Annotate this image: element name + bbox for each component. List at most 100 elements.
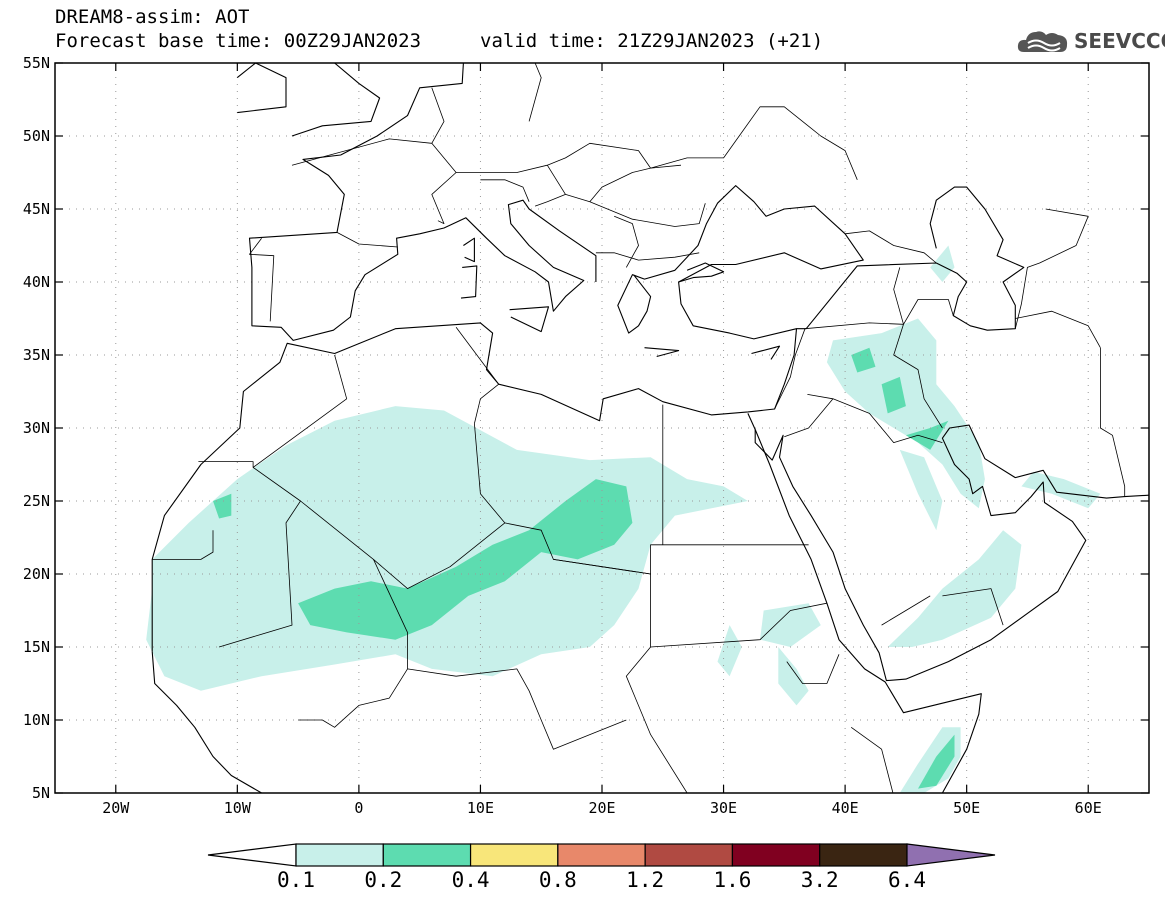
country-border	[152, 530, 214, 560]
country-border	[528, 63, 542, 122]
colorbar-segment	[295, 843, 384, 867]
country-border	[903, 299, 954, 325]
coastlines	[151, 63, 1149, 793]
aot-region-0-1	[717, 625, 742, 677]
coastline	[460, 265, 478, 299]
country-border	[845, 230, 937, 264]
aot-region-0-1	[826, 318, 985, 509]
aot-region-0-2	[298, 479, 633, 640]
grid-lines	[55, 63, 1149, 793]
aot-region-0-1	[930, 245, 955, 282]
lon-tick-label: 50E	[953, 799, 980, 817]
country-border	[1015, 310, 1101, 348]
lon-tick-label: 40E	[832, 799, 859, 817]
aot-region-0-1	[778, 647, 809, 706]
lon-tick-label: 60E	[1075, 799, 1102, 817]
aot-region-0-2	[213, 493, 232, 519]
lat-tick-label: 50N	[23, 127, 50, 145]
country-border	[456, 106, 858, 180]
lat-tick-label: 10N	[23, 711, 50, 729]
country-border	[774, 322, 943, 429]
aot-region-0-1	[887, 530, 1022, 647]
colorbar-label: 0.8	[539, 868, 577, 892]
country-border	[832, 398, 943, 444]
country-border	[786, 654, 840, 684]
coastline	[236, 63, 287, 114]
country-border	[784, 394, 834, 438]
logo-text: SEEVCCC	[1074, 29, 1165, 53]
coastline	[751, 345, 781, 360]
colorbar: 0.1 0.2 0.4 0.8 1.2 1.6 3.2 6.4	[207, 843, 996, 892]
country-border	[249, 237, 275, 322]
map-title: DREAM8-assim: AOT	[55, 6, 250, 28]
country-border	[474, 423, 506, 524]
country-borders	[152, 63, 1126, 793]
valid-time: valid time: 21Z29JAN2023 (+21)	[480, 30, 824, 52]
colorbar-low-tip	[207, 843, 297, 867]
lon-tick-label: 10E	[467, 799, 494, 817]
aot-region-0-1	[146, 406, 748, 691]
country-border	[850, 726, 894, 793]
colorbar-segment	[731, 843, 821, 867]
aot-region-0-2	[881, 376, 906, 414]
seevccc-logo: SEEVCCC	[1016, 24, 1165, 58]
country-border	[881, 595, 931, 626]
lon-tick-label: 20E	[588, 799, 615, 817]
colorbar-segment	[469, 843, 559, 867]
lon-tick-label: 0	[354, 799, 363, 817]
country-border	[589, 164, 682, 202]
cloud-icon	[1017, 31, 1068, 52]
country-border	[650, 602, 827, 648]
colorbar-label: 0.2	[364, 868, 402, 892]
coastline	[796, 186, 1025, 331]
aot-region-0-1	[899, 727, 961, 793]
aot-region-0-1	[760, 603, 821, 647]
country-border	[455, 327, 500, 424]
country-border	[407, 668, 627, 750]
lat-tick-label: 5N	[32, 784, 50, 802]
lon-tick-label: 20W	[102, 799, 130, 817]
coastline	[747, 413, 982, 793]
colorbar-label: 0.1	[277, 868, 315, 892]
country-border	[614, 215, 639, 268]
lat-tick-label: 15N	[23, 638, 50, 656]
coastline	[463, 237, 475, 263]
lon-tick-label: 30E	[710, 799, 737, 817]
coastline	[291, 63, 381, 137]
country-border	[1100, 347, 1126, 497]
lat-tick-label: 45N	[23, 200, 50, 218]
lat-tick-label: 20N	[23, 565, 50, 583]
country-border	[534, 194, 566, 207]
coastline	[151, 651, 262, 793]
coastline	[248, 63, 597, 341]
lat-tick-label: 40N	[23, 273, 50, 291]
country-border	[300, 500, 688, 793]
forecast-base-time: Forecast base time: 00Z29JAN2023	[55, 30, 422, 52]
coastline	[644, 347, 680, 358]
country-border	[1014, 208, 1089, 329]
aot-layer	[146, 245, 1101, 793]
coastline	[509, 306, 550, 333]
country-border	[942, 588, 1004, 626]
lat-tick-label: 55N	[23, 54, 50, 72]
colorbar-label: 6.4	[888, 868, 926, 892]
axis-ticks: 20W 10W 0 10E 20E 30E 40E 50E 60E 55N 50N 45N 40N 35N…	[23, 54, 1149, 817]
lon-tick-label: 10W	[224, 799, 252, 817]
coastline	[678, 262, 725, 283]
colorbar-label: 0.4	[452, 868, 490, 892]
lat-tick-label: 30N	[23, 419, 50, 437]
country-border	[553, 404, 664, 575]
country-border	[291, 138, 457, 225]
aot-region-0-1	[899, 449, 943, 531]
aot-region-0-1	[1021, 471, 1101, 509]
lat-tick-label: 25N	[23, 492, 50, 510]
colorbar-segment	[557, 843, 646, 867]
colorbar-label: 1.6	[713, 868, 751, 892]
country-border	[431, 87, 445, 144]
aot-region-0-2	[851, 347, 876, 373]
country-border	[595, 252, 700, 261]
country-border	[336, 232, 398, 248]
colorbar-segment	[382, 843, 472, 867]
colorbar-label: 3.2	[801, 868, 839, 892]
